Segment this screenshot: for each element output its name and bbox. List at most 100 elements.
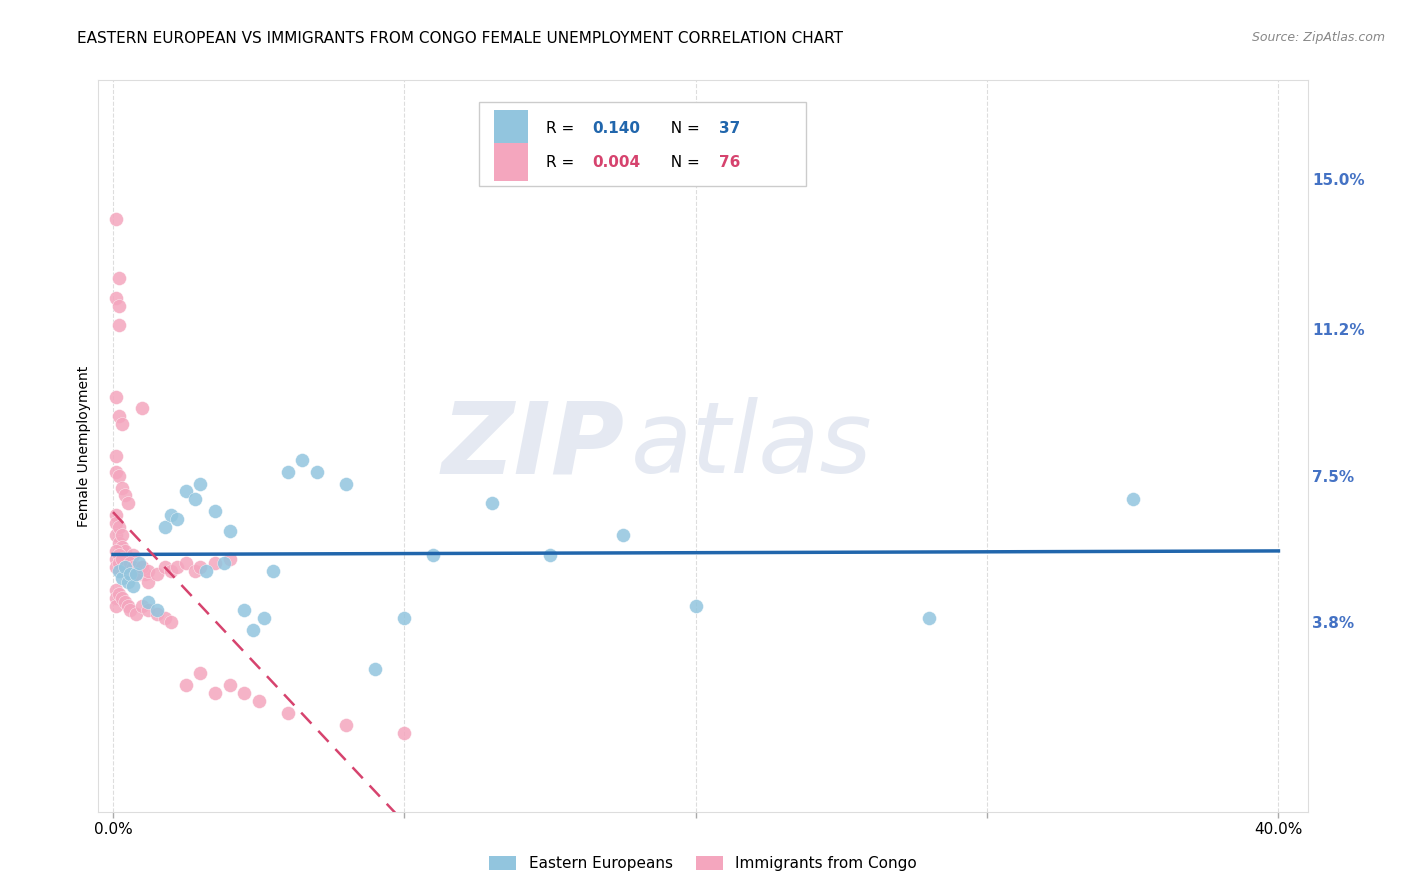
Point [233, 686, 256, 700]
Point [104, 591, 127, 606]
Point [108, 587, 131, 601]
Point [125, 607, 148, 621]
Text: N =: N = [661, 121, 704, 136]
Point [131, 401, 153, 416]
Point [131, 599, 153, 614]
Point [111, 591, 134, 606]
Point [174, 556, 197, 570]
FancyBboxPatch shape [494, 110, 527, 147]
Point [233, 603, 256, 617]
Point [136, 595, 159, 609]
Text: 0.140: 0.140 [592, 121, 640, 136]
Point [277, 706, 299, 720]
Point [335, 717, 357, 731]
Point [335, 476, 357, 491]
Point [125, 567, 148, 582]
Point [104, 390, 127, 404]
Point [183, 564, 205, 578]
Point [134, 567, 156, 582]
Text: R =: R = [546, 154, 579, 169]
Point [108, 299, 131, 313]
Point [104, 211, 127, 226]
Point [104, 599, 127, 614]
Point [174, 678, 197, 692]
FancyBboxPatch shape [494, 144, 527, 181]
Text: 37: 37 [718, 121, 740, 136]
Point [218, 524, 240, 538]
Legend: Eastern Europeans, Immigrants from Congo: Eastern Europeans, Immigrants from Congo [482, 850, 924, 877]
Point [394, 725, 416, 739]
Point [104, 551, 127, 566]
Point [204, 556, 226, 570]
Point [242, 623, 264, 637]
Point [108, 556, 131, 570]
Point [120, 567, 142, 582]
Point [104, 465, 127, 479]
Text: Source: ZipAtlas.com: Source: ZipAtlas.com [1251, 31, 1385, 45]
Point [277, 465, 299, 479]
Point [120, 603, 142, 617]
Point [190, 476, 212, 491]
Point [122, 548, 145, 562]
Point [111, 540, 134, 554]
Point [160, 564, 183, 578]
Text: EASTERN EUROPEAN VS IMMIGRANTS FROM CONGO FEMALE UNEMPLOYMENT CORRELATION CHART: EASTERN EUROPEAN VS IMMIGRANTS FROM CONG… [77, 31, 844, 46]
Point [108, 271, 131, 285]
Point [117, 496, 139, 510]
Text: N =: N = [661, 154, 704, 169]
Point [108, 564, 131, 578]
Point [128, 567, 150, 582]
Point [155, 611, 177, 625]
Point [204, 504, 226, 518]
Point [190, 666, 212, 681]
Point [104, 528, 127, 542]
Point [114, 543, 136, 558]
Point [114, 559, 136, 574]
Point [111, 417, 134, 432]
Point [291, 453, 314, 467]
Text: 76: 76 [718, 154, 740, 169]
Point [117, 551, 139, 566]
Point [212, 556, 235, 570]
Point [364, 662, 387, 676]
Point [481, 496, 503, 510]
Point [918, 611, 941, 625]
Point [136, 575, 159, 590]
FancyBboxPatch shape [479, 103, 806, 186]
Point [114, 559, 136, 574]
Point [122, 559, 145, 574]
Point [114, 488, 136, 502]
Point [108, 318, 131, 333]
Point [166, 512, 188, 526]
Point [195, 564, 218, 578]
Point [104, 516, 127, 530]
Point [145, 567, 167, 582]
Point [145, 603, 167, 617]
Point [155, 520, 177, 534]
Point [114, 595, 136, 609]
Point [218, 551, 240, 566]
Point [108, 520, 131, 534]
Point [174, 484, 197, 499]
Point [166, 559, 188, 574]
Point [104, 508, 127, 523]
Point [111, 571, 134, 585]
Point [108, 536, 131, 550]
Point [120, 556, 142, 570]
Point [117, 599, 139, 614]
Text: ZIP: ZIP [441, 398, 624, 494]
Point [128, 556, 150, 570]
Point [104, 583, 127, 598]
Point [108, 468, 131, 483]
Point [218, 678, 240, 692]
Point [117, 564, 139, 578]
Text: 0.004: 0.004 [592, 154, 640, 169]
Point [108, 548, 131, 562]
Point [104, 291, 127, 305]
Point [190, 559, 212, 574]
Y-axis label: Female Unemployment: Female Unemployment [77, 366, 91, 526]
Point [104, 543, 127, 558]
Point [155, 559, 177, 574]
Point [685, 599, 707, 614]
Point [160, 615, 183, 629]
